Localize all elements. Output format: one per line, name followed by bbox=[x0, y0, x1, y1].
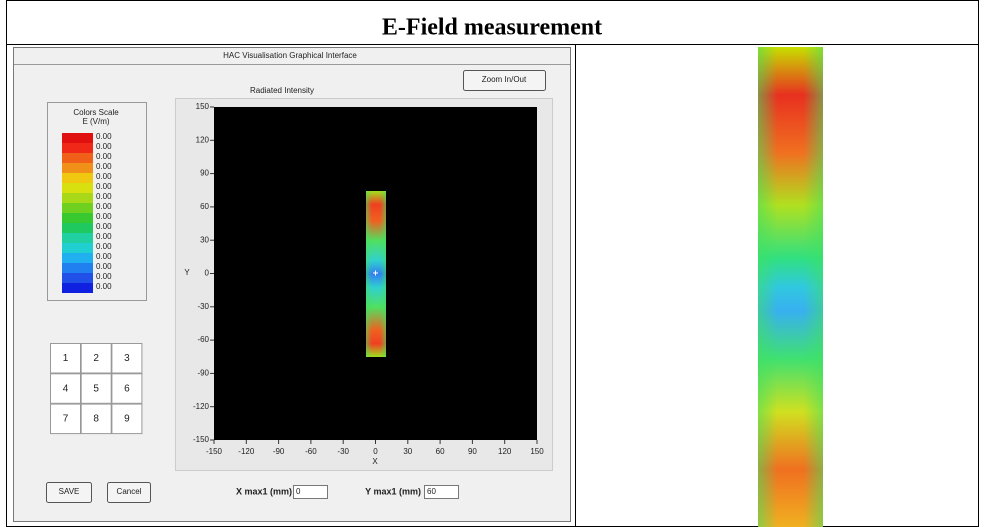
x-tick-label: -150 bbox=[206, 447, 223, 456]
y-tick-label: 120 bbox=[196, 135, 210, 144]
keypad-label[interactable]: 7 bbox=[63, 414, 69, 425]
color-scale-unit: E (V/m) bbox=[82, 117, 109, 126]
zoom-button[interactable] bbox=[463, 70, 546, 91]
center-marker bbox=[373, 270, 378, 276]
x-tick-label: 150 bbox=[530, 447, 544, 456]
x-tick-label: 120 bbox=[498, 447, 512, 456]
color-swatch bbox=[62, 173, 93, 183]
color-scale-label: 0.00 bbox=[96, 282, 112, 291]
save-button[interactable] bbox=[46, 482, 92, 503]
cancel-button-label[interactable]: Cancel bbox=[117, 487, 142, 496]
x-tick-label: -120 bbox=[238, 447, 255, 456]
color-scale-label: 0.00 bbox=[96, 222, 112, 231]
color-scale-label: 0.00 bbox=[96, 272, 112, 281]
y-max-value[interactable]: 60 bbox=[427, 487, 436, 496]
color-swatch bbox=[62, 153, 93, 163]
color-scale-label: 0.00 bbox=[96, 212, 112, 221]
color-scale-label: 0.00 bbox=[96, 162, 112, 171]
keypad-label[interactable]: 6 bbox=[124, 383, 130, 394]
color-swatch bbox=[62, 273, 93, 283]
keypad-button[interactable] bbox=[111, 403, 143, 435]
color-scale-label: 0.00 bbox=[96, 202, 112, 211]
color-scale-label: 0.00 bbox=[96, 262, 112, 271]
keypad-button[interactable] bbox=[80, 343, 112, 374]
y-tick-label: 150 bbox=[196, 102, 210, 111]
x-max-value[interactable]: 0 bbox=[296, 487, 301, 496]
y-tick-label: 90 bbox=[200, 169, 209, 178]
x-tick-label: 60 bbox=[436, 447, 445, 456]
cancel-button[interactable] bbox=[107, 482, 151, 503]
color-swatch bbox=[62, 233, 93, 243]
color-swatch bbox=[62, 203, 93, 213]
y-tick-label: -120 bbox=[193, 402, 210, 411]
keypad-label[interactable]: 1 bbox=[63, 353, 69, 364]
y-tick-label: 60 bbox=[200, 202, 209, 211]
keypad-button[interactable] bbox=[111, 373, 143, 404]
x-axis-label: X bbox=[372, 457, 378, 466]
y-tick-label: 30 bbox=[200, 235, 209, 244]
color-swatch bbox=[62, 243, 93, 253]
plot-title: Radiated Intensity bbox=[250, 86, 314, 95]
color-swatch bbox=[62, 263, 93, 273]
keypad-button[interactable] bbox=[111, 343, 143, 374]
zoom-button-label[interactable]: Zoom In/Out bbox=[482, 75, 527, 84]
color-scale-label: 0.00 bbox=[96, 232, 112, 241]
keypad-button[interactable] bbox=[80, 403, 112, 435]
keypad-button[interactable] bbox=[80, 373, 112, 404]
keypad-label[interactable]: 5 bbox=[93, 383, 99, 394]
save-button-label[interactable]: SAVE bbox=[59, 487, 80, 496]
y-max-input[interactable] bbox=[424, 485, 459, 499]
color-scale-label: 0.00 bbox=[96, 132, 112, 141]
color-scale-label: 0.00 bbox=[96, 142, 112, 151]
x-tick-label: -30 bbox=[337, 447, 349, 456]
x-tick-label: 0 bbox=[373, 447, 378, 456]
color-swatch bbox=[62, 133, 93, 143]
color-scale-label: 0.00 bbox=[96, 192, 112, 201]
keypad-label[interactable]: 2 bbox=[93, 353, 99, 364]
y-tick-label: -30 bbox=[197, 302, 209, 311]
keypad-label[interactable]: 3 bbox=[124, 353, 130, 364]
color-swatch bbox=[62, 143, 93, 153]
color-scale-label: 0.00 bbox=[96, 252, 112, 261]
y-max-label: Y max1 (mm) bbox=[365, 486, 421, 496]
color-swatch bbox=[62, 253, 93, 263]
keypad-button[interactable] bbox=[50, 373, 81, 404]
keypad-label[interactable]: 4 bbox=[63, 383, 69, 394]
header-title: E-Field measurement bbox=[382, 15, 602, 41]
color-swatch bbox=[62, 283, 93, 293]
color-swatch bbox=[62, 223, 93, 233]
color-scale-label: 0.00 bbox=[96, 152, 112, 161]
color-scale-label: 0.00 bbox=[96, 182, 112, 191]
keypad-button[interactable] bbox=[50, 403, 81, 435]
y-axis-label: Y bbox=[184, 268, 190, 277]
color-scale-title: Colors Scale bbox=[73, 108, 119, 117]
y-tick-label: -60 bbox=[197, 335, 209, 344]
color-swatch bbox=[62, 193, 93, 203]
keypad-button[interactable] bbox=[50, 343, 81, 374]
x-tick-label: 90 bbox=[468, 447, 477, 456]
x-tick-label: -60 bbox=[305, 447, 317, 456]
x-max-label: X max1 (mm) bbox=[236, 486, 292, 496]
window-title: HAC Visualisation Graphical Interface bbox=[223, 51, 357, 60]
color-scale-label: 0.00 bbox=[96, 242, 112, 251]
y-tick-label: 0 bbox=[205, 269, 210, 278]
x-max-input[interactable] bbox=[293, 485, 328, 499]
y-tick-label: -90 bbox=[197, 369, 209, 378]
keypad-label[interactable]: 8 bbox=[93, 414, 99, 425]
x-tick-label: 30 bbox=[403, 447, 412, 456]
keypad-label[interactable]: 9 bbox=[124, 414, 130, 425]
y-tick-label: -150 bbox=[193, 435, 210, 444]
field-image-edge bbox=[758, 47, 823, 527]
color-swatch bbox=[62, 163, 93, 173]
x-tick-label: -90 bbox=[273, 447, 285, 456]
color-swatch bbox=[62, 183, 93, 193]
color-swatch bbox=[62, 213, 93, 223]
color-scale-label: 0.00 bbox=[96, 172, 112, 181]
